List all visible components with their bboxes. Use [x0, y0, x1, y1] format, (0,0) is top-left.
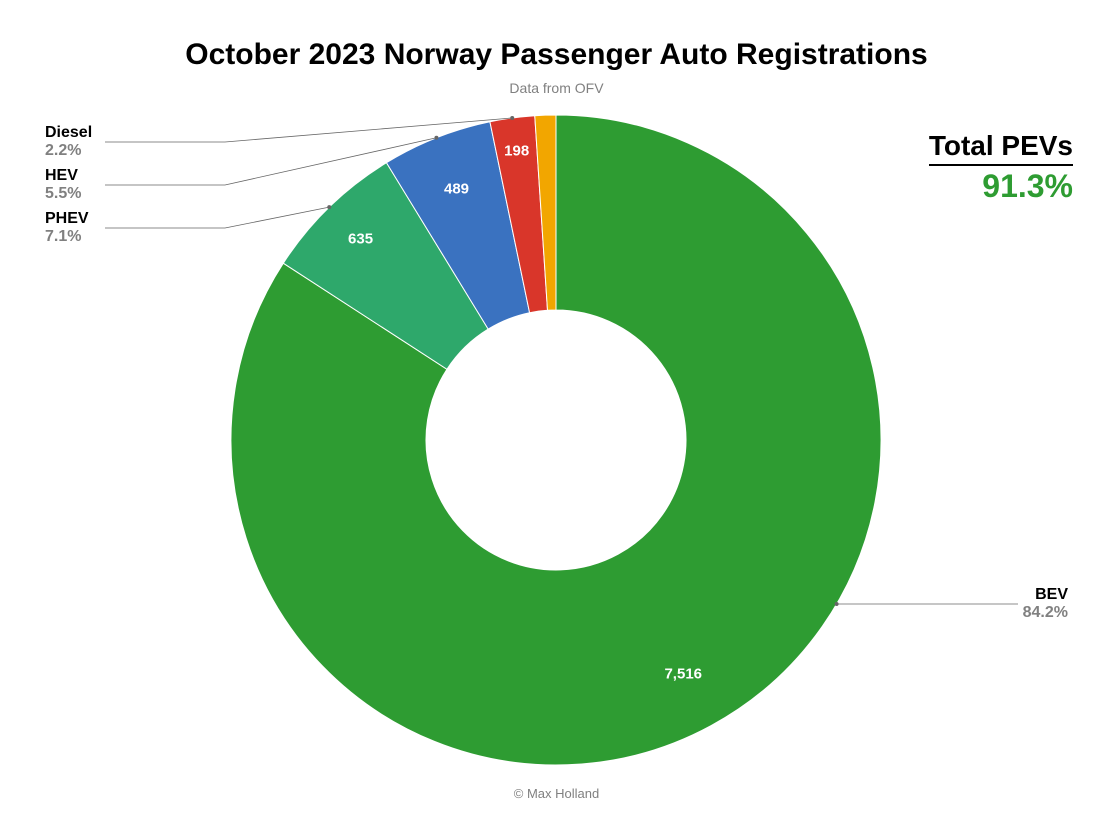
- label-pct-hev: 5.5%: [45, 185, 81, 203]
- slice-value-phev: 635: [348, 231, 373, 248]
- donut-chart: [0, 0, 1113, 821]
- label-name-diesel: Diesel: [45, 124, 92, 142]
- chart-container: October 2023 Norway Passenger Auto Regis…: [0, 0, 1113, 821]
- slice-value-bev: 7,516: [664, 666, 702, 683]
- label-bev: BEV84.2%: [1023, 586, 1068, 621]
- chart-footer: © Max Holland: [0, 786, 1113, 801]
- callout-value: 91.3%: [929, 168, 1073, 205]
- label-name-hev: HEV: [45, 167, 81, 185]
- callout-title: Total PEVs: [929, 130, 1073, 166]
- leader-dot-hev: [434, 136, 438, 140]
- slice-value-hev: 489: [444, 180, 469, 197]
- callout-total-pevs: Total PEVs 91.3%: [929, 130, 1073, 205]
- label-diesel: Diesel2.2%: [45, 124, 92, 159]
- label-pct-diesel: 2.2%: [45, 142, 92, 160]
- leader-dot-bev: [835, 602, 839, 606]
- label-hev: HEV5.5%: [45, 167, 81, 202]
- leader-line-phev: [105, 207, 329, 228]
- leader-dot-phev: [327, 205, 331, 209]
- slice-value-diesel: 198: [504, 142, 529, 159]
- leader-dot-diesel: [510, 116, 514, 120]
- label-name-phev: PHEV: [45, 210, 89, 228]
- label-pct-bev: 84.2%: [1023, 604, 1068, 622]
- label-name-bev: BEV: [1023, 586, 1068, 604]
- label-pct-phev: 7.1%: [45, 228, 89, 246]
- label-phev: PHEV7.1%: [45, 210, 89, 245]
